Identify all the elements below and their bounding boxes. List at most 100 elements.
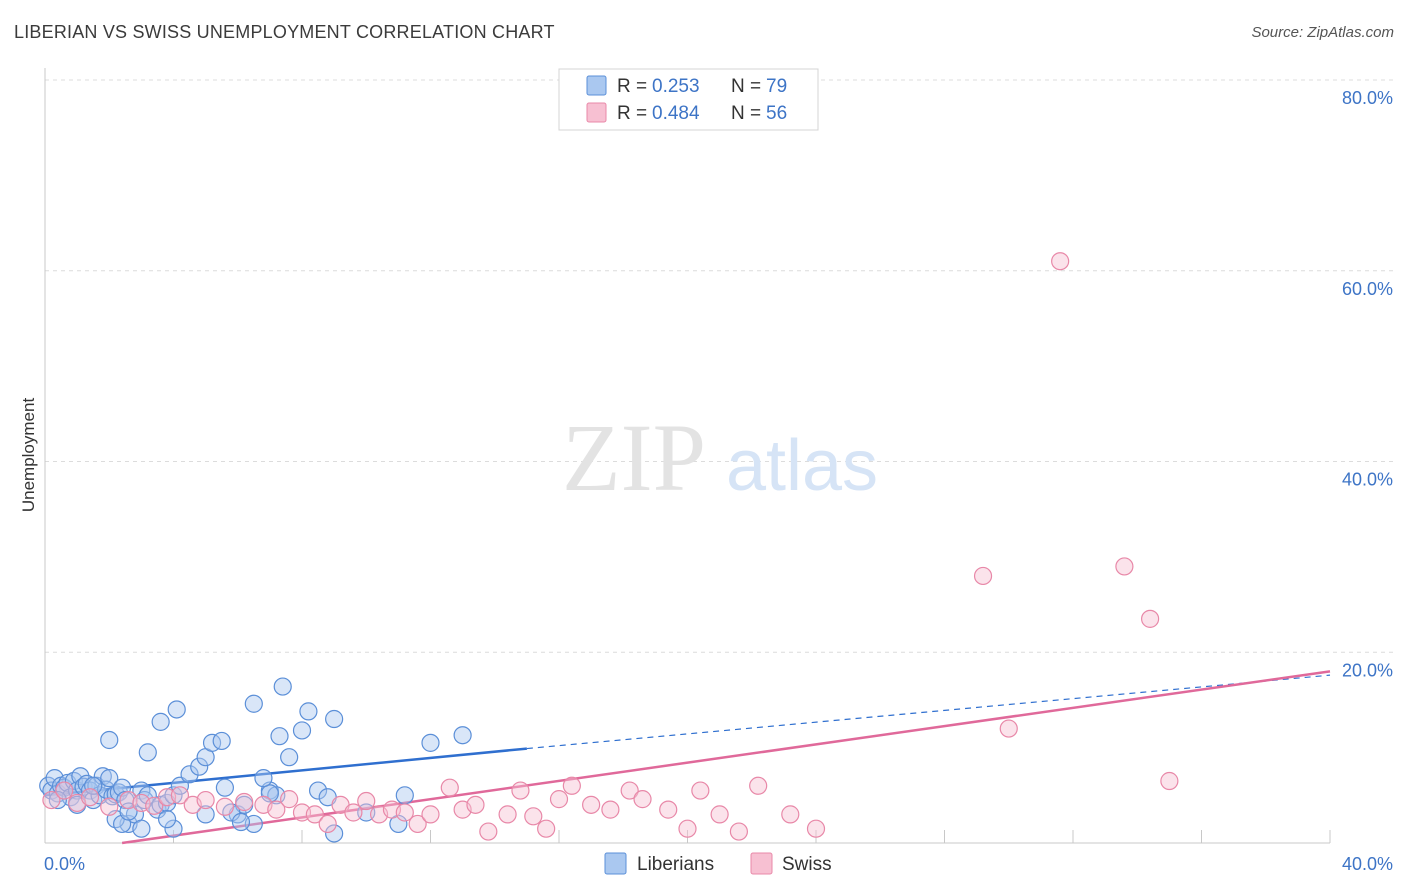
liberians-point-50	[325, 824, 344, 843]
liberians-point-64	[292, 721, 312, 740]
axes	[44, 68, 1331, 844]
liberians-point-74	[254, 769, 273, 788]
legend-box: R = 0.253 N = 79 R = 0.484 N = 56	[558, 68, 819, 131]
liberians-point-51	[280, 748, 299, 767]
swiss-point-49	[806, 819, 826, 838]
liberians-point-66	[308, 781, 328, 800]
swiss-point-22	[357, 791, 376, 811]
swiss-point-27	[421, 805, 440, 824]
watermark-atlas: atlas	[726, 426, 878, 506]
liberians-point-78	[157, 810, 177, 829]
liberians-point-44	[196, 805, 215, 824]
swiss-point-41	[633, 790, 652, 809]
legend-r-label-2: R =	[617, 103, 647, 124]
liberians-point-35	[180, 765, 199, 784]
liberians-point-43	[164, 819, 183, 838]
bottom-legend-label-swiss: Swiss	[782, 854, 832, 875]
liberians-point-54	[138, 743, 157, 762]
swiss-point-51	[1160, 771, 1179, 791]
liberians-point-36	[190, 757, 209, 776]
swiss-point-32	[498, 805, 517, 824]
liberians-point-55	[151, 712, 170, 731]
swiss-point-55	[1051, 252, 1070, 271]
liberians-point-40	[100, 730, 119, 750]
swiss-point-48	[781, 805, 800, 824]
liberians-point-61	[244, 694, 263, 713]
bottom-legend: Liberians Swiss	[604, 852, 832, 875]
liberians-point-60	[231, 812, 251, 832]
chart-title: LIBERIAN VS SWISS UNEMPLOYMENT CORRELATI…	[14, 22, 555, 42]
swiss-point-19	[318, 814, 337, 834]
liberians-point-63	[273, 677, 292, 696]
swiss-point-39	[601, 800, 620, 819]
swiss-point-18	[305, 805, 324, 824]
swiss-point-34	[524, 807, 543, 826]
swiss-point-31	[479, 822, 498, 841]
swiss-point-53	[1115, 557, 1134, 576]
swiss-point-9	[170, 786, 190, 805]
liberians-point-49	[270, 727, 289, 746]
watermark-zip: ZIP	[562, 404, 706, 511]
swiss-point-54	[1140, 609, 1160, 628]
swiss-point-35	[537, 819, 556, 838]
swiss-point-1	[55, 781, 74, 800]
watermark: ZIP atlas	[562, 404, 878, 511]
y-axis-title: Unemployment	[19, 398, 38, 513]
bottom-legend-swatch-liberians	[604, 852, 627, 875]
swiss-point-36	[549, 790, 569, 809]
swiss-point-11	[196, 790, 215, 810]
liberians-point-56	[167, 700, 186, 719]
swiss-point-33	[511, 781, 530, 800]
swiss-point-28	[440, 778, 459, 797]
swiss-point-4	[100, 797, 119, 816]
liberians-point-29	[138, 786, 157, 805]
swiss-point-50	[999, 719, 1018, 738]
legend-r-value-1: 0.253	[652, 76, 700, 97]
liberians-point-73	[453, 726, 472, 745]
swiss-point-13	[235, 792, 254, 812]
legend-r-value-2: 0.484	[652, 103, 700, 124]
liberians-point-42	[132, 819, 151, 838]
y-tick-label-2: 60.0%	[1342, 279, 1393, 299]
swiss-point-47	[749, 776, 768, 795]
bottom-legend-label-liberians: Liberians	[637, 854, 714, 875]
liberians-point-10	[71, 767, 90, 786]
y-tick-label-0: 20.0%	[1342, 660, 1393, 680]
liberians-point-57	[215, 778, 234, 797]
swiss-point-26	[408, 814, 427, 834]
swiss-point-37	[562, 776, 581, 795]
liberians-point-65	[299, 702, 318, 721]
swiss-point-15	[267, 800, 286, 819]
swiss-point-38	[582, 795, 601, 814]
swiss-point-0	[42, 790, 61, 810]
swiss-point-46	[729, 822, 749, 841]
swiss-point-16	[280, 790, 299, 809]
legend-n-value-2: 56	[766, 103, 787, 124]
liberians-point-75	[48, 790, 67, 810]
x-tick-label-0: 0.0%	[44, 854, 85, 874]
swiss-point-52	[973, 566, 993, 586]
tick-labels: 20.0% 40.0% 60.0% 80.0% 0.0% 40.0%	[44, 88, 1393, 874]
legend-n-label-1: N =	[731, 76, 761, 97]
swiss-point-44	[691, 781, 710, 800]
swiss-point-45	[710, 805, 729, 824]
y-tick-label-3: 80.0%	[1342, 88, 1393, 108]
swiss-point-25	[395, 803, 414, 822]
swiss-point-43	[678, 819, 697, 838]
y-tick-label-1: 40.0%	[1342, 470, 1393, 490]
legend-n-value-1: 79	[766, 76, 787, 97]
swiss-point-42	[659, 800, 678, 819]
liberians-point-19	[100, 769, 119, 788]
liberians-point-33	[164, 786, 183, 805]
swiss-point-21	[344, 803, 363, 822]
legend-swatch-liberians	[586, 75, 607, 96]
swiss-point-12	[215, 797, 234, 816]
liberians-point-62	[260, 784, 279, 803]
legend-r-label-1: R =	[617, 76, 647, 97]
swiss-point-3	[80, 788, 100, 807]
liberians-point-71	[395, 786, 414, 805]
series-swiss	[42, 252, 1179, 841]
liberians-trend-extension	[526, 674, 1331, 750]
legend-n-label-2: N =	[731, 103, 761, 124]
